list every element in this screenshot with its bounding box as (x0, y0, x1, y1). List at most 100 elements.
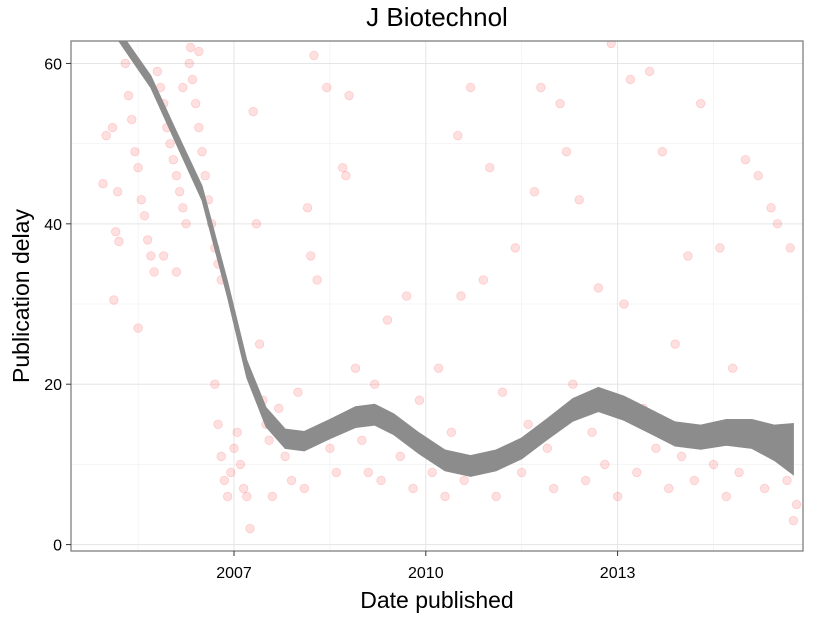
scatter-point (226, 467, 236, 478)
scatter-point (555, 98, 565, 109)
scatter-point (715, 243, 725, 253)
scatter-point (111, 227, 121, 237)
scatter-point (200, 171, 210, 181)
scatter-point (593, 283, 604, 293)
smooth-trend (118, 41, 794, 477)
scatter-point (708, 459, 719, 470)
scatter-point (350, 363, 361, 373)
scatter-point (264, 435, 274, 446)
scatter-point (664, 483, 674, 494)
scatter-point (414, 395, 425, 405)
scatter-point (248, 106, 258, 117)
scatter-point (136, 195, 147, 205)
scatter-point (165, 138, 175, 149)
scatter-point (676, 451, 687, 462)
scatter-point (529, 187, 540, 197)
scatter-point (149, 267, 159, 277)
scatter-point (395, 451, 405, 462)
scatter-point (133, 162, 143, 173)
scatter-point (446, 427, 457, 438)
scatter-point (174, 187, 185, 197)
scatter-point (123, 90, 134, 101)
scatter-point (734, 467, 744, 478)
scatter-point (683, 251, 693, 261)
scatter-point (146, 251, 156, 261)
scatter-point (152, 66, 163, 77)
scatter-point (171, 267, 182, 277)
scatter-point (759, 483, 770, 494)
scatter-point (184, 58, 194, 69)
scatter-point (98, 179, 108, 189)
scatter-point (210, 379, 220, 389)
scatter-point (229, 443, 239, 454)
scatter-point (548, 483, 559, 494)
x-tick-label: 2010 (408, 565, 444, 582)
y-axis: 0 20 40 60 (44, 56, 71, 555)
scatter-point (178, 203, 188, 213)
y-tick-label: 40 (44, 217, 62, 234)
scatter-point (112, 187, 123, 197)
scatter-point (363, 467, 373, 478)
scatter-point (274, 403, 284, 413)
scatter-point (408, 483, 418, 494)
scatter-point (632, 467, 642, 478)
scatter-point (216, 451, 226, 462)
scatter-point (109, 295, 119, 305)
scatter-point (670, 339, 680, 349)
scatter-point (510, 243, 521, 253)
scatter-point (158, 251, 169, 261)
scatter-point (561, 146, 572, 157)
scatter-point (587, 427, 597, 438)
scatter-point (194, 46, 204, 57)
scatter-point (341, 171, 351, 181)
scatter-point (485, 162, 495, 173)
scatter-point (171, 171, 182, 181)
scatter-point (267, 491, 278, 502)
scatter-point (517, 467, 527, 478)
scatter-point (107, 122, 118, 133)
scatter-point (574, 195, 584, 205)
scatter-point (322, 82, 332, 93)
scatter-point (382, 315, 393, 325)
scatter-point (651, 443, 661, 454)
scatter-point (580, 475, 591, 486)
scatter-point (766, 203, 776, 213)
scatter-point (568, 379, 578, 389)
scatter-point (433, 363, 444, 373)
scatter-point (222, 491, 233, 502)
scatter-point (497, 387, 508, 397)
scatter-point (644, 66, 655, 77)
scatter-point (168, 154, 178, 165)
scatter-point (427, 467, 437, 478)
scatter-point (689, 475, 700, 486)
scatter-point (254, 339, 265, 349)
scatter-point (194, 122, 204, 133)
scatter-point (401, 291, 412, 301)
plot-panel (71, 41, 803, 551)
scatter-point (523, 419, 533, 430)
scatter-point (376, 475, 386, 486)
scatter-point (114, 236, 124, 247)
scatter-point (143, 235, 153, 245)
scatter-point (772, 219, 783, 229)
scatter-point (299, 483, 310, 494)
scatter-point (456, 291, 466, 301)
y-tick-label: 60 (44, 56, 62, 73)
scatter-point (325, 443, 335, 454)
scatter-point (740, 154, 751, 165)
scatter-point (696, 98, 706, 109)
scatter-point (306, 251, 316, 261)
scatter-point (245, 523, 255, 534)
scatter-point (338, 162, 348, 173)
scatter-point (331, 467, 342, 478)
scatter-point (600, 459, 610, 470)
scatter-point (235, 459, 246, 470)
scatter-point (753, 171, 763, 181)
scatter-point (721, 491, 731, 502)
y-axis-title: Publication delay (8, 209, 34, 383)
scatter-point (286, 475, 297, 486)
scatter-point (478, 275, 489, 285)
smooth-confidence-band (118, 41, 794, 477)
scatter-point (536, 82, 546, 93)
